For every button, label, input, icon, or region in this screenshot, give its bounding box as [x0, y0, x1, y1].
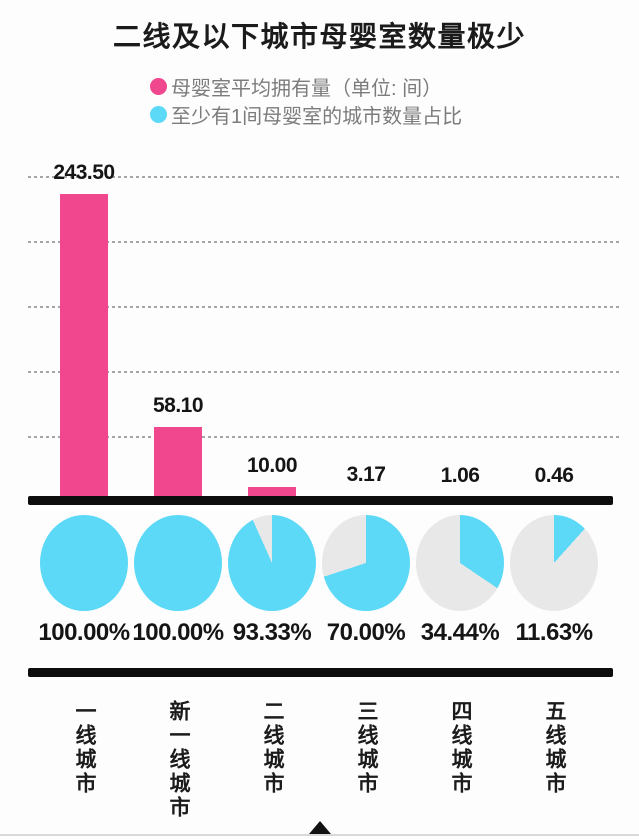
- bar-value-label: 243.50: [53, 161, 115, 184]
- legend-dot-pink-icon: [150, 78, 167, 95]
- pie-value-label: 11.63%: [515, 619, 593, 646]
- pie: [134, 515, 222, 611]
- pie-value-label: 93.33%: [232, 619, 312, 646]
- category-label: 五线城市: [543, 700, 566, 796]
- up-arrow-icon: [309, 821, 331, 834]
- legend-item-bars: 母婴室平均拥有量（单位: 间）: [150, 73, 462, 100]
- bottom-divider: [0, 834, 639, 836]
- pie-value-label: 100.00%: [38, 619, 130, 646]
- gridline: [28, 176, 620, 178]
- bar-value-label: 0.46: [534, 464, 574, 487]
- legend-item-pies: 至少有1间母婴室的城市数量占比: [150, 101, 462, 128]
- bar: [60, 194, 108, 500]
- gridline: [28, 436, 620, 438]
- gridline: [28, 241, 620, 243]
- pie: [40, 515, 128, 611]
- bar-value-label: 1.06: [440, 464, 480, 487]
- category-label: 新一线城市: [167, 700, 190, 820]
- pie-value-label: 34.44%: [420, 619, 500, 646]
- chart-title: 二线及以下城市母婴室数量极少: [112, 21, 526, 52]
- bar-value-label: 3.17: [346, 463, 386, 486]
- pie: [416, 515, 504, 611]
- legend-dot-cyan-icon: [150, 106, 167, 123]
- pie-value-label: 70.00%: [326, 619, 406, 646]
- category-label: 二线城市: [261, 700, 284, 796]
- pie: [510, 515, 598, 611]
- category-label: 三线城市: [355, 700, 378, 796]
- category-label: 一线城市: [73, 700, 96, 796]
- bar-axis-line: [28, 496, 613, 505]
- bar-value-label: 10.00: [246, 454, 298, 477]
- bar-value-label: 58.10: [152, 394, 204, 417]
- gridline: [28, 371, 620, 373]
- pie: [322, 515, 410, 611]
- pie-value-label: 100.00%: [132, 619, 224, 646]
- pie: [228, 515, 316, 611]
- bar: [154, 427, 202, 500]
- gridline: [28, 306, 620, 308]
- legend: 母婴室平均拥有量（单位: 间） 至少有1间母婴室的城市数量占比: [150, 73, 462, 129]
- legend-label-bars: 母婴室平均拥有量（单位: 间）: [171, 78, 443, 100]
- legend-label-pies: 至少有1间母婴室的城市数量占比: [171, 106, 463, 128]
- pie-axis-line: [28, 668, 613, 677]
- category-label: 四线城市: [449, 700, 472, 796]
